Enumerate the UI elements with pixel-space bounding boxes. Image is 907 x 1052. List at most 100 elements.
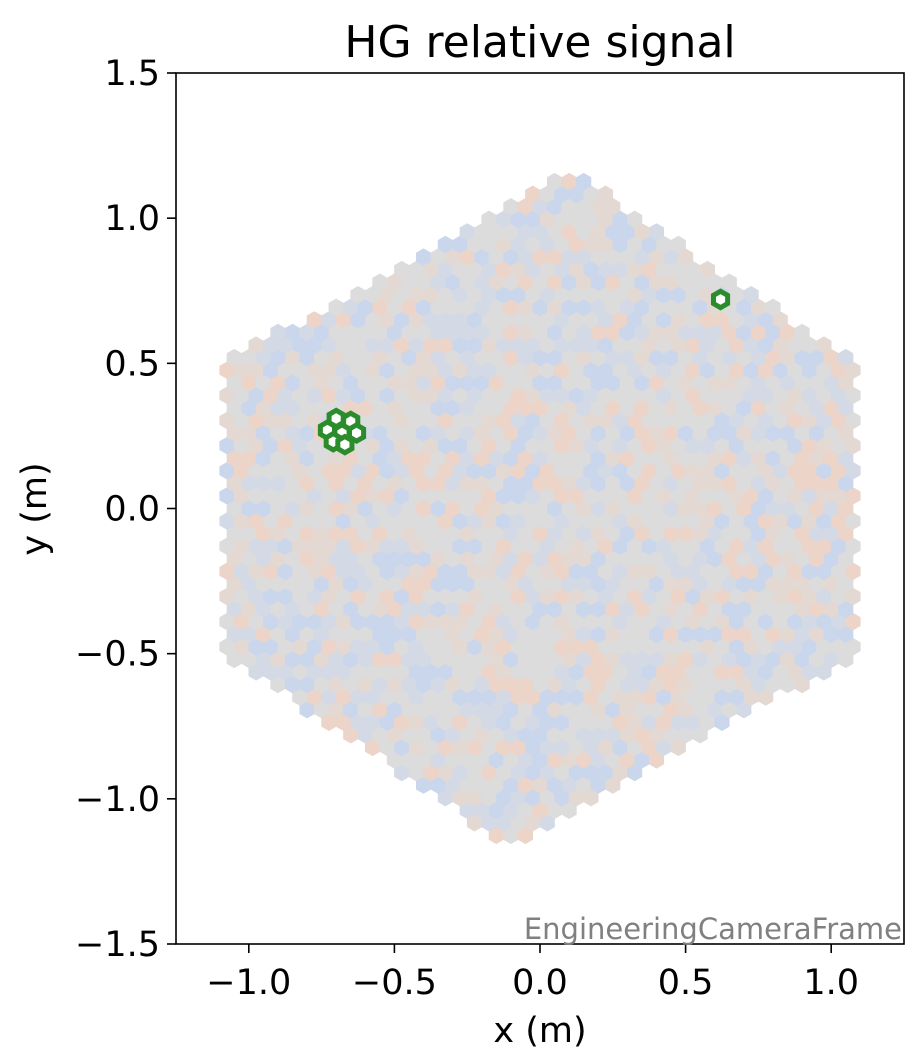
camera-pixel <box>306 361 322 379</box>
camera-pixel <box>496 713 512 731</box>
camera-pixel <box>496 814 512 832</box>
camera-pixel <box>714 336 730 354</box>
camera-pixel <box>758 688 774 706</box>
camera-pixel <box>576 776 592 794</box>
camera-pixel <box>496 537 512 555</box>
camera-pixel <box>605 751 621 769</box>
camera-pixel <box>685 638 701 656</box>
camera-pixel <box>430 625 446 643</box>
camera-pixel <box>372 726 388 744</box>
camera-pixel <box>576 550 592 568</box>
camera-pixel <box>481 713 497 731</box>
camera-pixel <box>597 663 614 681</box>
camera-pixel <box>270 600 286 618</box>
camera-pixel <box>263 462 279 480</box>
camera-pixel <box>226 650 242 669</box>
camera-pixel <box>503 323 519 342</box>
camera-pixel <box>787 361 803 379</box>
camera-pixel <box>554 537 570 555</box>
camera-pixel <box>481 562 497 581</box>
camera-pixel <box>525 210 541 229</box>
camera-pixel <box>699 436 716 455</box>
camera-pixel <box>568 763 584 782</box>
camera-pixel <box>525 713 541 731</box>
camera-pixel <box>699 361 716 379</box>
camera-pixel <box>714 386 730 405</box>
camera-pixel <box>379 487 395 505</box>
camera-pixel <box>648 625 665 643</box>
camera-pixel <box>394 537 410 555</box>
camera-pixel <box>554 260 570 279</box>
camera-pixel <box>648 248 665 266</box>
camera-pixel <box>605 198 621 216</box>
camera-pixel <box>568 436 584 455</box>
camera-pixel <box>364 286 381 304</box>
camera-pixel <box>415 575 432 593</box>
camera-pixel <box>459 801 475 819</box>
camera-pixel <box>634 625 650 643</box>
camera-pixel <box>750 399 766 417</box>
camera-pixel <box>641 663 657 681</box>
camera-pixel <box>452 788 468 807</box>
camera-pixel <box>634 449 650 467</box>
camera-pixel <box>539 336 555 354</box>
camera-pixel <box>394 311 410 329</box>
camera-pixel <box>605 248 621 266</box>
camera-pixel <box>787 411 803 430</box>
camera-pixel <box>583 210 599 229</box>
camera-pixel <box>423 260 439 279</box>
camera-pixel <box>510 738 526 757</box>
camera-pixel <box>678 550 694 568</box>
camera-pixel <box>437 638 453 656</box>
camera-pixel <box>546 625 563 643</box>
camera-pixel <box>743 386 759 405</box>
camera-pixel <box>459 726 475 744</box>
camera-pixel <box>699 386 716 405</box>
camera-pixel <box>350 612 366 631</box>
camera-pixel <box>656 663 672 681</box>
camera-pixel <box>466 814 483 832</box>
camera-pixel <box>583 738 599 757</box>
camera-pixel <box>721 675 737 694</box>
camera-pixel <box>678 524 694 543</box>
camera-pixel <box>481 336 497 354</box>
camera-pixel <box>481 462 497 480</box>
camera-pixel <box>408 612 424 631</box>
camera-pixel <box>561 801 577 819</box>
camera-pixel <box>263 587 279 606</box>
x-tick-label: 1.0 <box>803 963 859 1003</box>
camera-pixel <box>372 348 388 367</box>
camera-pixel <box>474 776 490 794</box>
camera-pixel <box>415 499 432 518</box>
camera-pixel <box>474 524 490 543</box>
camera-pixel <box>372 650 388 669</box>
camera-pixel <box>656 411 672 430</box>
camera-pixel <box>430 776 446 794</box>
camera-pixel <box>343 575 359 593</box>
camera-pixel <box>401 273 417 291</box>
camera-pixel <box>372 449 388 467</box>
camera-pixel <box>233 386 250 405</box>
camera-pixel <box>627 663 643 681</box>
camera-pixel <box>437 587 453 606</box>
camera-pixel <box>517 474 534 493</box>
camera-pixel <box>648 223 665 241</box>
camera-pixel <box>590 650 606 669</box>
camera-pixel <box>692 625 708 643</box>
camera-pixel <box>292 336 308 354</box>
camera-pixel <box>415 273 432 291</box>
camera-pixel <box>488 524 504 543</box>
y-axis: −1.5−1.0−0.50.00.51.01.5 <box>75 54 176 965</box>
camera-pixel <box>270 650 286 669</box>
camera-pixel <box>525 562 541 581</box>
camera-pixel <box>627 462 643 480</box>
camera-pixel <box>503 499 519 518</box>
camera-pixel <box>670 512 686 530</box>
camera-pixel <box>248 612 264 631</box>
camera-pixel <box>496 562 512 581</box>
camera-pixel <box>583 411 599 430</box>
camera-pixel <box>765 348 781 367</box>
camera-pixel <box>241 575 257 593</box>
camera-pixel <box>590 298 606 317</box>
camera-pixel <box>634 374 650 392</box>
